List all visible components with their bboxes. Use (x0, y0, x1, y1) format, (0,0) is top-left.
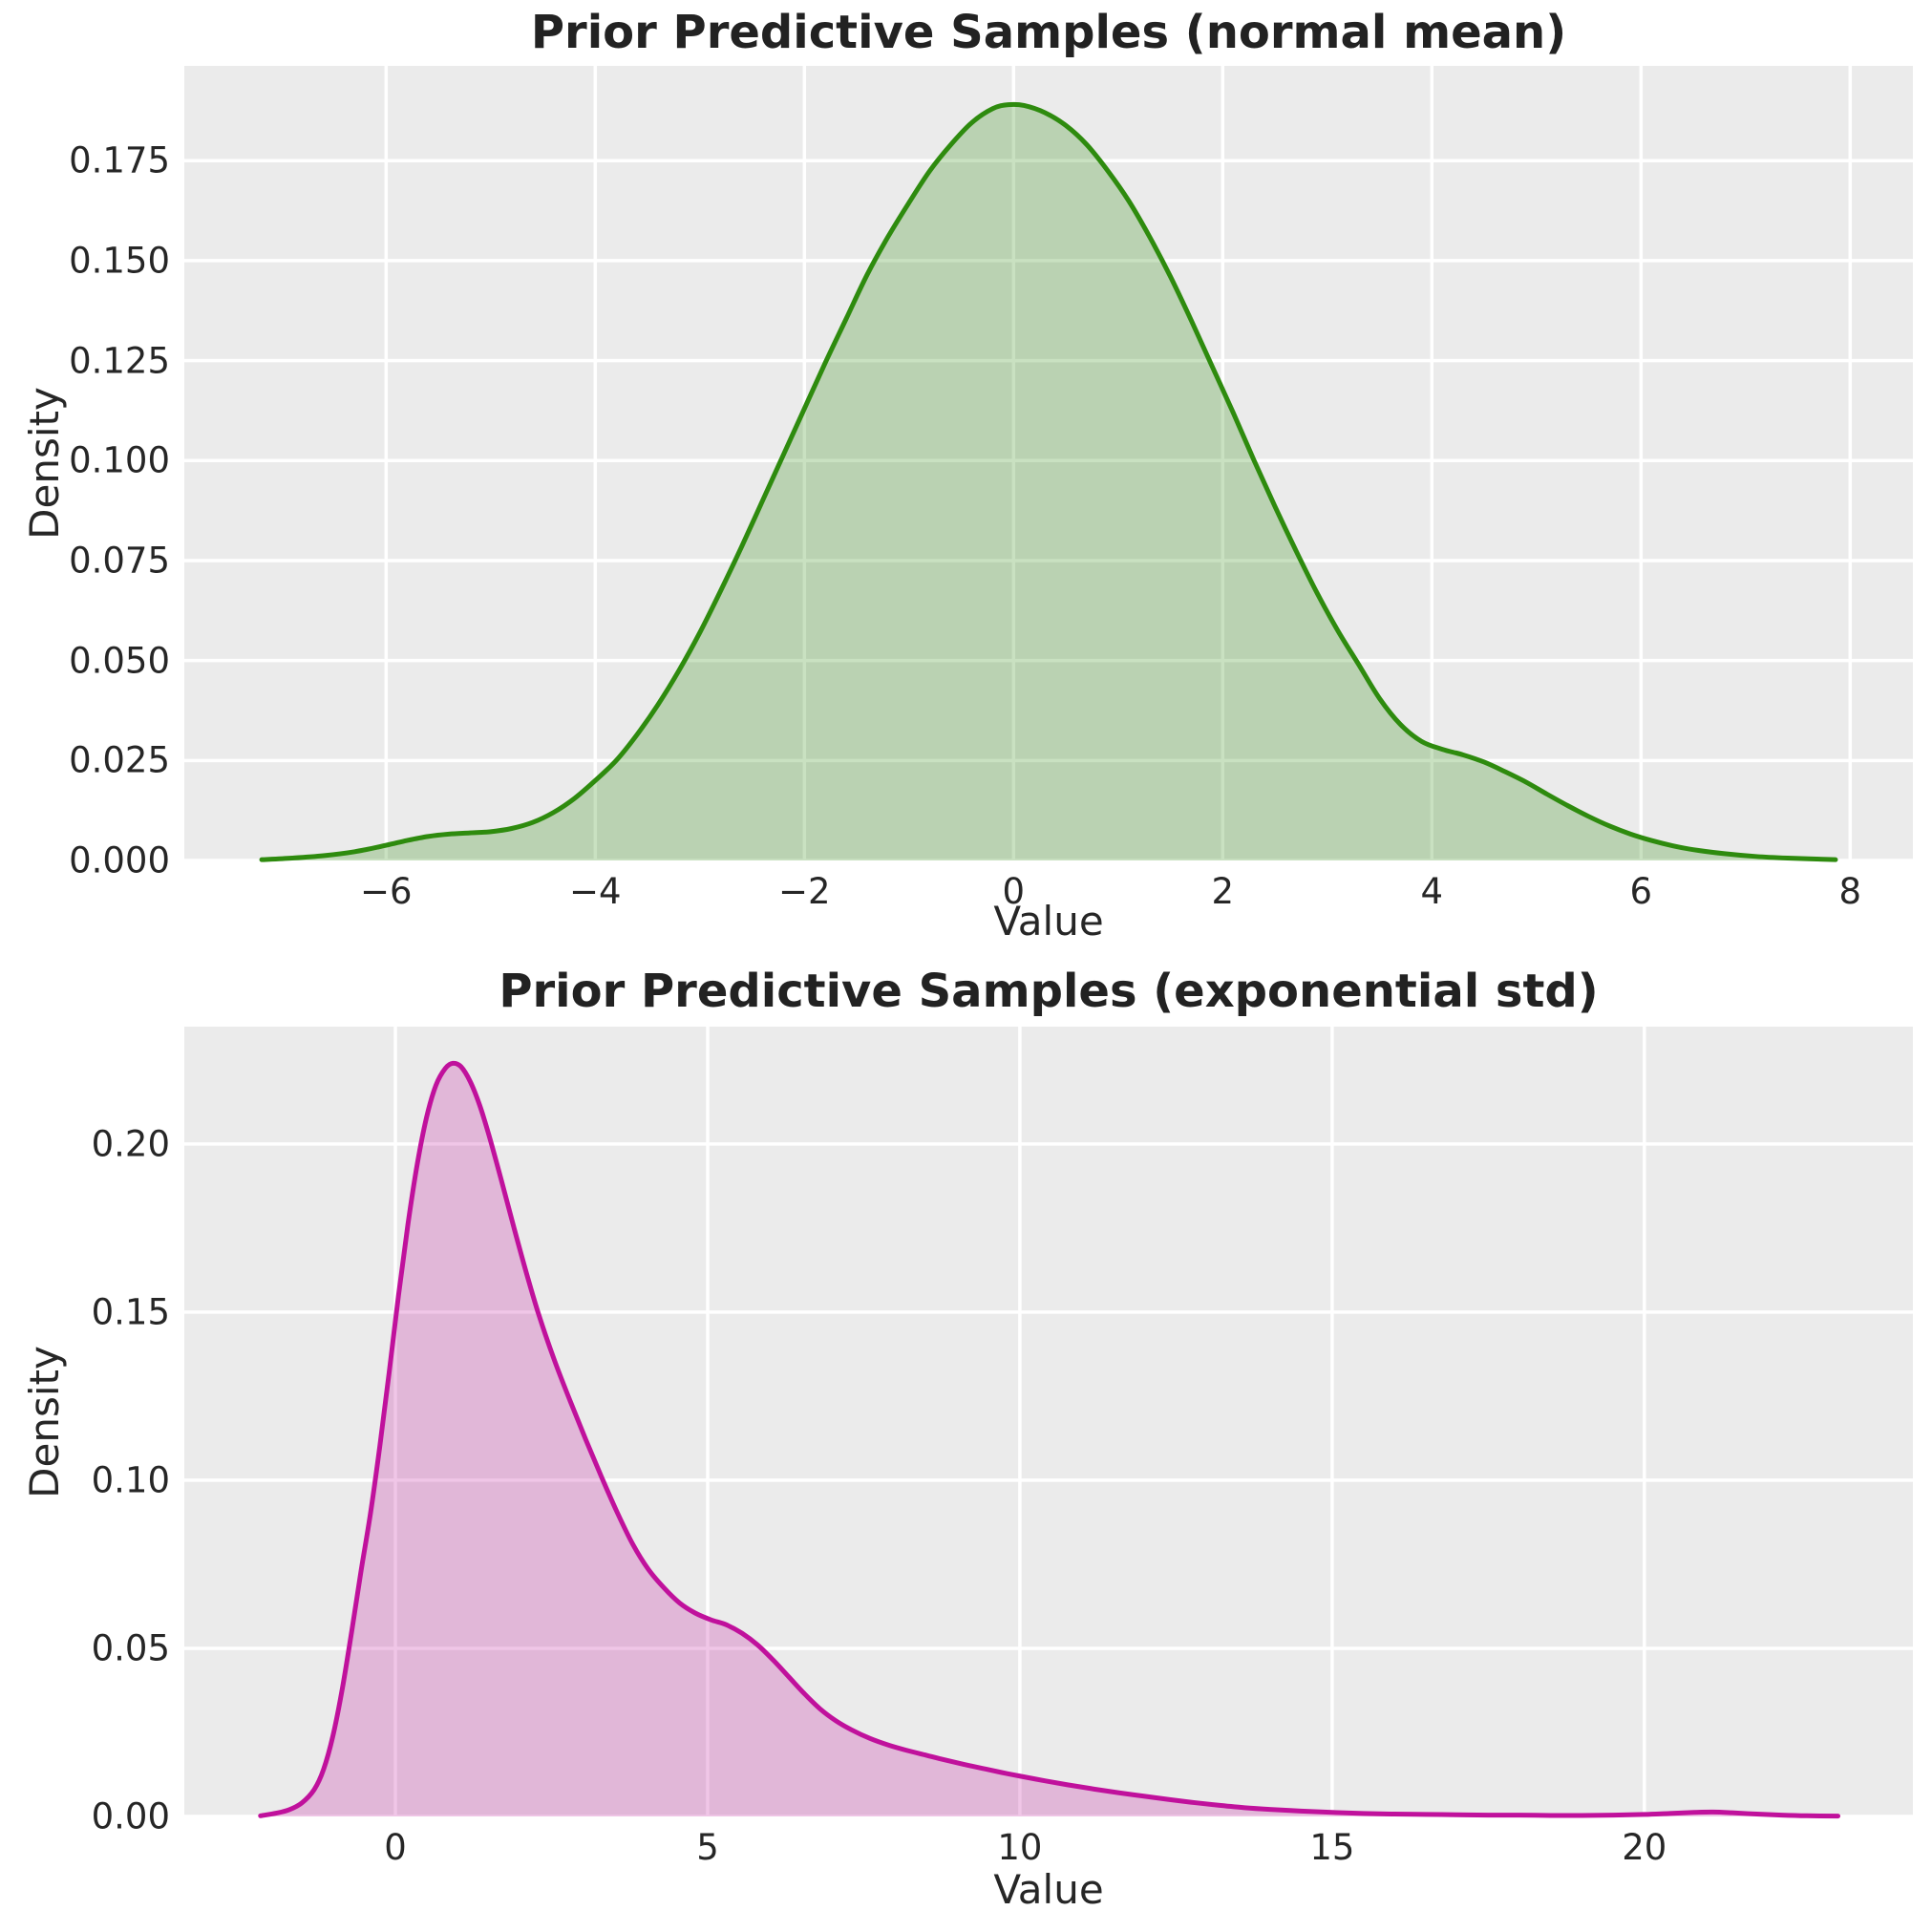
kde-area-fill (262, 104, 1836, 861)
y-tick-label: 0.150 (69, 240, 170, 282)
chart2-y-axis-label: Density (21, 1346, 68, 1498)
x-tick-label: −6 (360, 871, 413, 912)
x-tick-label: 2 (1211, 871, 1235, 912)
y-tick-label: 0.075 (69, 540, 170, 582)
x-tick-label: 8 (1838, 871, 1862, 912)
y-tick-label: 0.15 (91, 1291, 170, 1333)
y-tick-label: 0.20 (91, 1123, 170, 1165)
y-tick-label: 0.05 (91, 1627, 170, 1669)
y-tick-label: 0.10 (91, 1459, 170, 1501)
x-tick-label: 5 (696, 1827, 719, 1868)
x-tick-label: 0 (384, 1827, 407, 1868)
chart-canvas (184, 66, 1913, 862)
kde-curve (259, 101, 1838, 862)
y-tick-label: 0.00 (91, 1795, 170, 1837)
chart2-title: Prior Predictive Samples (exponential st… (499, 965, 1599, 1018)
y-tick-label: 0.125 (69, 340, 170, 382)
y-tick-label: 0.000 (69, 839, 170, 881)
x-tick-label: 6 (1629, 871, 1653, 912)
x-tick-label: 15 (1309, 1827, 1355, 1868)
chart1-x-axis-label: Value (993, 898, 1104, 945)
chart2-plot-area: 0 5 10 15 20 0.00 0.05 0.10 0.15 0.20 (92, 1027, 1913, 1865)
y-tick-label: 0.175 (69, 139, 170, 181)
chart-canvas (184, 1027, 1913, 1819)
x-tick-label: −4 (569, 871, 622, 912)
y-tick-label: 0.025 (69, 739, 170, 781)
chart1-plot-area: −6 −4 −2 0 2 4 6 8 0.000 0.025 0.050 0.075 0.100 0.12… (69, 66, 1913, 909)
x-tick-label: 10 (997, 1827, 1043, 1868)
x-tick-label: 0 (1002, 871, 1026, 912)
y-tick-label: 0.100 (69, 439, 170, 481)
kde-area-fill (260, 1063, 1838, 1816)
x-tick-label: 4 (1420, 871, 1444, 912)
x-tick-label: −2 (778, 871, 831, 912)
chart1-y-axis-label: Density (21, 387, 68, 540)
x-tick-label: 20 (1622, 1827, 1667, 1868)
y-tick-label: 0.050 (69, 640, 170, 682)
chart2-x-axis-label: Value (993, 1866, 1104, 1913)
chart1-title: Prior Predictive Samples (normal mean) (530, 6, 1567, 59)
kde-curve (258, 1060, 1841, 1819)
